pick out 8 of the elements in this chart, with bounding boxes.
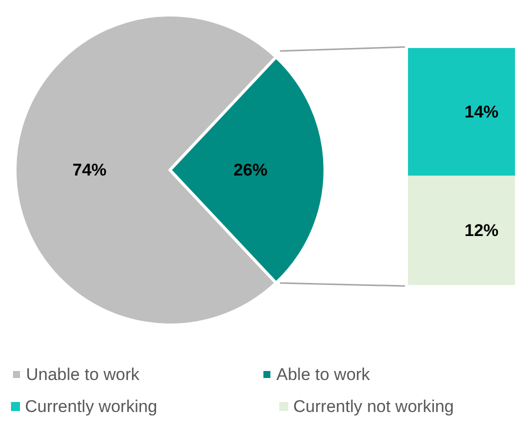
- legend-label: Able to work: [276, 365, 370, 384]
- data-label: 14%: [464, 102, 499, 122]
- legend-label: Unable to work: [26, 365, 140, 384]
- legend-label: Currently not working: [293, 397, 454, 416]
- data-label: 74%: [72, 160, 107, 180]
- data-label: 26%: [233, 160, 268, 180]
- data-label: 12%: [464, 220, 499, 240]
- legend-label: Currently working: [25, 397, 158, 416]
